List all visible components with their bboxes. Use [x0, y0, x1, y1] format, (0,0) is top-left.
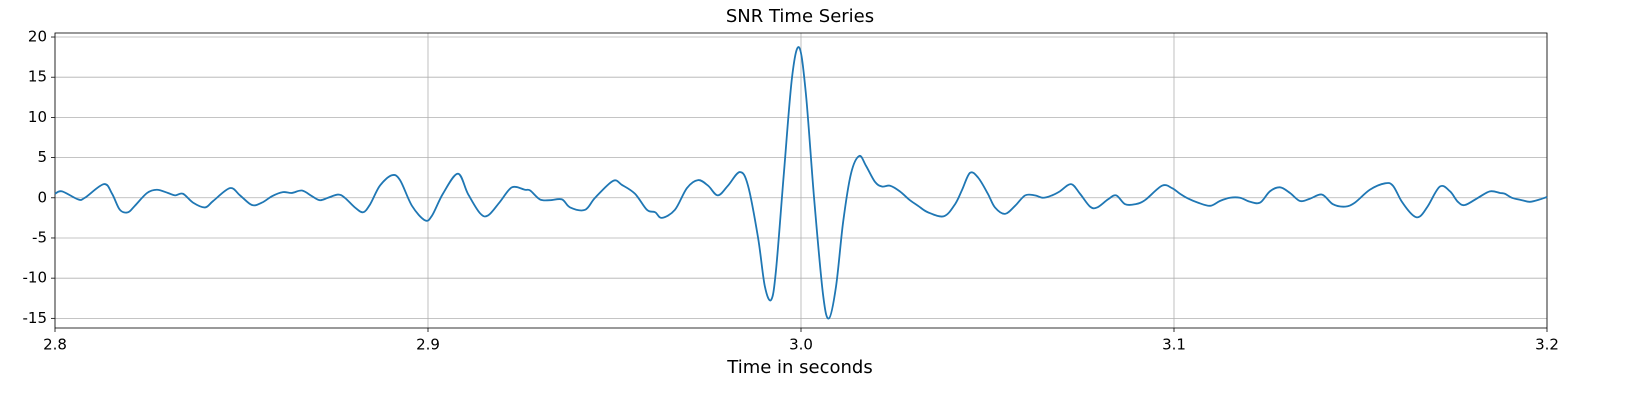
y-tick-label: -10	[23, 269, 48, 287]
y-tick-label: 20	[28, 28, 47, 46]
y-tick-label: 15	[28, 68, 47, 86]
y-tick-label: -15	[23, 309, 48, 327]
y-tick-label: 5	[37, 148, 47, 166]
x-tick-label: 2.8	[43, 336, 67, 354]
y-tick-label: 0	[37, 188, 47, 206]
x-tick-label: 3.2	[1535, 336, 1559, 354]
y-tick-label: 10	[28, 108, 47, 126]
chart-title: SNR Time Series	[726, 6, 874, 27]
y-tick-label: -5	[32, 228, 47, 246]
x-axis-label: Time in seconds	[726, 357, 872, 378]
x-tick-label: 3.1	[1162, 336, 1186, 354]
x-tick-label: 2.9	[416, 336, 440, 354]
series-line	[54, 46, 1548, 320]
x-tick-label: 3.0	[789, 336, 813, 354]
plot-frame	[54, 32, 1548, 329]
